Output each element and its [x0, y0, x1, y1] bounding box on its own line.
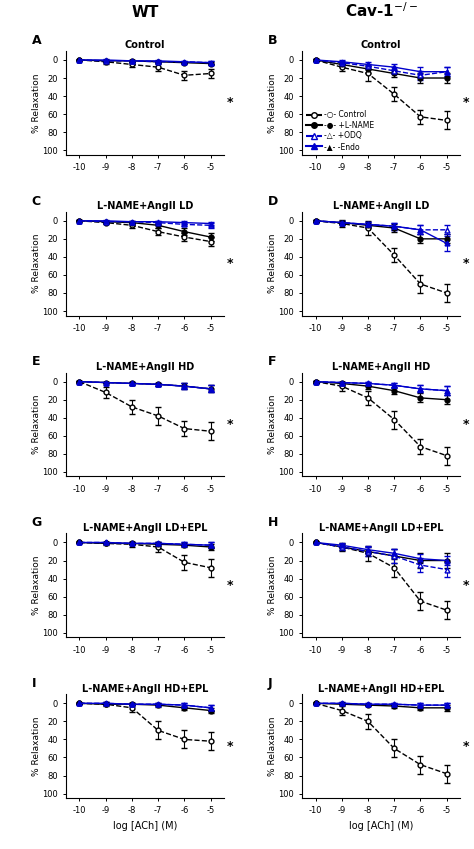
Text: WT: WT — [131, 5, 159, 20]
Text: A: A — [32, 34, 41, 47]
Text: F: F — [268, 356, 276, 368]
Text: J: J — [268, 678, 273, 690]
Y-axis label: % Relaxation: % Relaxation — [268, 555, 277, 615]
X-axis label: log [ACh] (M): log [ACh] (M) — [113, 821, 177, 831]
Title: L-NAME+AngII LD+EPL: L-NAME+AngII LD+EPL — [319, 523, 443, 532]
Text: G: G — [32, 516, 42, 529]
Text: H: H — [268, 516, 278, 529]
Y-axis label: % Relaxation: % Relaxation — [32, 717, 41, 776]
Text: *: * — [227, 257, 233, 270]
Y-axis label: % Relaxation: % Relaxation — [268, 73, 277, 132]
Y-axis label: % Relaxation: % Relaxation — [32, 555, 41, 615]
Text: C: C — [32, 194, 41, 208]
Title: L-NAME+AngII LD: L-NAME+AngII LD — [97, 201, 193, 211]
Text: B: B — [268, 34, 277, 47]
Title: L-NAME+AngII LD: L-NAME+AngII LD — [333, 201, 429, 211]
Text: I: I — [32, 678, 36, 690]
Text: E: E — [32, 356, 40, 368]
Title: Control: Control — [125, 40, 165, 50]
Legend: -○- Control, -●- +L-NAME, -△- +ODQ, -▲- -Endo: -○- Control, -●- +L-NAME, -△- +ODQ, -▲- … — [306, 110, 374, 151]
Text: *: * — [227, 579, 233, 592]
Text: *: * — [463, 418, 469, 431]
Text: *: * — [463, 96, 469, 110]
Text: *: * — [227, 418, 233, 431]
Y-axis label: % Relaxation: % Relaxation — [32, 234, 41, 294]
Title: L-NAME+AngII LD+EPL: L-NAME+AngII LD+EPL — [83, 523, 207, 532]
Text: *: * — [463, 579, 469, 592]
Y-axis label: % Relaxation: % Relaxation — [268, 717, 277, 776]
Y-axis label: % Relaxation: % Relaxation — [32, 395, 41, 454]
Title: L-NAME+AngII HD: L-NAME+AngII HD — [332, 362, 430, 372]
X-axis label: log [ACh] (M): log [ACh] (M) — [349, 821, 413, 831]
Text: *: * — [463, 257, 469, 270]
Text: *: * — [227, 96, 233, 110]
Title: L-NAME+AngII HD+EPL: L-NAME+AngII HD+EPL — [318, 683, 444, 694]
Y-axis label: % Relaxation: % Relaxation — [268, 234, 277, 294]
Y-axis label: % Relaxation: % Relaxation — [268, 395, 277, 454]
Text: *: * — [227, 739, 233, 753]
Text: Cav-1$^{-/-}$: Cav-1$^{-/-}$ — [345, 1, 418, 20]
Title: L-NAME+AngII HD: L-NAME+AngII HD — [96, 362, 194, 372]
Text: D: D — [268, 194, 278, 208]
Title: L-NAME+AngII HD+EPL: L-NAME+AngII HD+EPL — [82, 683, 208, 694]
Text: *: * — [463, 739, 469, 753]
Title: Control: Control — [361, 40, 401, 50]
Y-axis label: % Relaxation: % Relaxation — [32, 73, 41, 132]
